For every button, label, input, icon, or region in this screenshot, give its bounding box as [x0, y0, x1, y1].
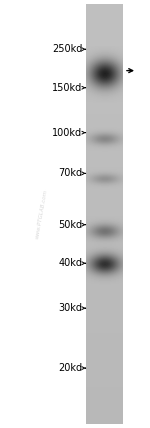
- Text: 100kd: 100kd: [52, 128, 82, 138]
- Text: 250kd: 250kd: [52, 44, 82, 54]
- Text: 20kd: 20kd: [58, 363, 82, 373]
- Text: 50kd: 50kd: [58, 220, 82, 230]
- Text: 40kd: 40kd: [58, 258, 82, 268]
- Text: www.PTGLAB.com: www.PTGLAB.com: [35, 189, 48, 239]
- Text: 30kd: 30kd: [58, 303, 82, 313]
- Text: 150kd: 150kd: [52, 83, 82, 93]
- Text: 70kd: 70kd: [58, 168, 82, 178]
